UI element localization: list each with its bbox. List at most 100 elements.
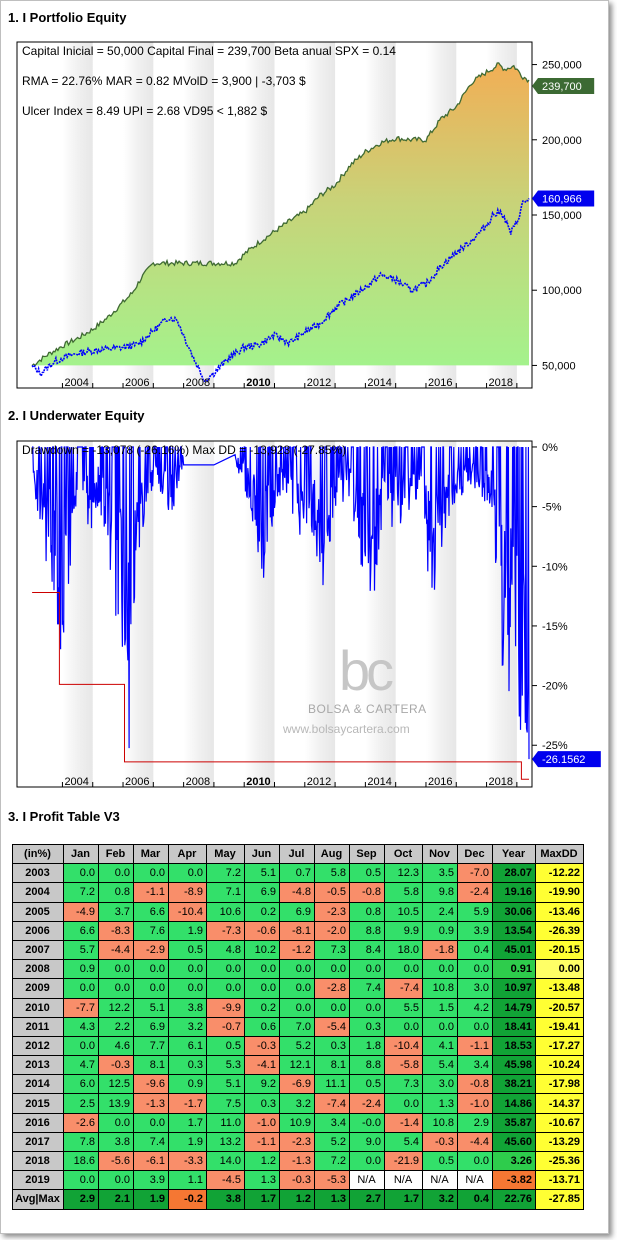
table-cell: 9.9 xyxy=(384,920,423,941)
table-cell: 7.8 xyxy=(63,1131,99,1153)
table-cell: 0.0 xyxy=(168,863,207,884)
table-cell: -20.15 xyxy=(535,939,584,961)
table-cell: -0.6 xyxy=(244,920,280,941)
column-header: Apr xyxy=(168,843,207,865)
benchmark-final-badge-shape xyxy=(532,190,595,207)
table-row: 2011 4.3 2.2 6.9 3.2 -0.7 0.6 7.0 -5.4 0.3 0.0 0.0 0… xyxy=(12,1016,584,1037)
table-cell: 10.2 xyxy=(244,939,280,961)
table-cell: -0.3 xyxy=(244,1035,280,1057)
table-cell: -12.22 xyxy=(535,863,584,884)
equity-final-badge-label: 239,700 xyxy=(542,81,582,93)
equity-line xyxy=(31,62,530,367)
table-cell: -1.8 xyxy=(422,939,458,961)
watermark-url: www.bolsaycartera.com xyxy=(282,722,410,736)
watermark-logo-b: b xyxy=(339,639,370,702)
year-band-2008 xyxy=(183,441,214,787)
table-cell: 0.0 xyxy=(133,959,169,980)
table-cell: 38.21 xyxy=(492,1074,536,1095)
table-cell: 5.9 xyxy=(457,901,493,922)
watermark-logo-c: c xyxy=(366,639,394,702)
table-cell: 4.8 xyxy=(206,939,245,961)
x-tick-label: 2010 xyxy=(246,776,270,788)
table-cell: 6.0 xyxy=(63,1074,99,1095)
table-cell: 4.1 xyxy=(422,1035,458,1057)
equity-final-badge-shape xyxy=(532,78,595,95)
column-header: Sep xyxy=(349,843,385,865)
table-cell: 3.2 xyxy=(168,1016,207,1037)
table-cell: 7.2 xyxy=(206,863,245,884)
table-cell: 0.0 xyxy=(384,1093,423,1114)
table-cell: 0.0 xyxy=(98,959,134,980)
column-header: Feb xyxy=(98,843,134,865)
table-cell: 0.9 xyxy=(168,1074,207,1095)
benchmark-final-badge: 160,966 xyxy=(532,190,595,207)
table-cell: -8.3 xyxy=(98,920,134,941)
row-year: 2012 xyxy=(12,1035,64,1057)
table-cell: 0.8 xyxy=(349,901,385,922)
table-cell: 6.1 xyxy=(168,1035,207,1057)
x-tick-label: 2004 xyxy=(64,377,88,389)
table-cell: 0.0 xyxy=(349,997,385,1018)
table-cell: 5.4 xyxy=(384,1131,423,1153)
table-cell: 0.3 xyxy=(168,1055,207,1076)
row-year: 2018 xyxy=(12,1150,64,1172)
table-cell: 28.07 xyxy=(492,863,536,884)
table-cell: 7.5 xyxy=(206,1093,245,1114)
table-cell: 0.7 xyxy=(279,863,315,884)
table-cell: -1.1 xyxy=(244,1131,280,1153)
y-tick-label: 50,000 xyxy=(542,360,576,372)
underwater-stats-line1: Drawdown = -13,078 (-26.16%) Max DD = -1… xyxy=(22,443,346,457)
table-cell: 0.5 xyxy=(349,863,385,884)
footer-cell: 1.9 xyxy=(133,1189,169,1210)
table-cell: 0.0 xyxy=(457,959,493,980)
table-cell: 3.4 xyxy=(457,1055,493,1076)
table-cell: -2.9 xyxy=(133,939,169,961)
x-tick-label: 2012 xyxy=(307,776,331,788)
table-cell: 8.4 xyxy=(349,939,385,961)
table-cell: 0.2 xyxy=(244,997,280,1018)
footer-cell: 1.3 xyxy=(314,1189,350,1210)
table-cell: -4.1 xyxy=(244,1055,280,1076)
table-cell: 0.0 xyxy=(98,863,134,884)
column-header: MaxDD xyxy=(535,843,584,865)
table-cell: 0.0 xyxy=(133,978,169,999)
table-cell: 2.4 xyxy=(422,901,458,922)
table-cell: -10.24 xyxy=(535,1055,584,1076)
table-cell: -7.3 xyxy=(206,920,245,941)
column-header: Dec xyxy=(457,843,493,865)
table-cell: 0.0 xyxy=(63,863,99,884)
table-cell: 0.3 xyxy=(314,1035,350,1057)
table-cell: -5.8 xyxy=(384,1055,423,1076)
table-row: 2010 -7.7 12.2 5.1 3.8 -9.9 0.2 0.0 0.0 0.0 5.5 1.5… xyxy=(12,997,584,1018)
table-cell: -2.4 xyxy=(349,1093,385,1114)
table-cell: 0.0 xyxy=(279,959,315,980)
x-tick-label: 2012 xyxy=(307,377,331,389)
table-cell: 5.7 xyxy=(63,939,99,961)
profit-table: (in%) Jan Feb Mar Apr May Jun Jul Aug Sep Oct Nov De… xyxy=(12,843,584,1210)
table-cell: N/A xyxy=(384,1170,423,1191)
table-cell: 1.8 xyxy=(349,1035,385,1057)
table-cell: -3.82 xyxy=(492,1170,536,1191)
table-cell: -17.98 xyxy=(535,1074,584,1095)
table-cell: 5.5 xyxy=(384,997,423,1018)
column-header: Year xyxy=(492,843,536,865)
table-cell: -2.3 xyxy=(314,901,350,922)
table-cell: 5.1 xyxy=(244,863,280,884)
table-cell: 0.6 xyxy=(244,1016,280,1037)
table-cell: 12.1 xyxy=(279,1055,315,1076)
row-year: 2005 xyxy=(12,901,64,922)
underwater-last-value-badge: -26.1562 xyxy=(532,751,601,768)
benchmark-final-badge-label: 160,966 xyxy=(542,194,582,206)
year-band-2004 xyxy=(62,42,93,388)
table-cell: 45.98 xyxy=(492,1055,536,1076)
equity-y-axis: 250,000 200,000 150,000 100,000 50,000 xyxy=(532,60,582,372)
table-cell: 0.0 xyxy=(349,959,385,980)
table-cell: 0.0 xyxy=(422,1016,458,1037)
table-cell: N/A xyxy=(422,1170,458,1191)
column-header: (in%) xyxy=(12,843,64,865)
table-cell: -26.39 xyxy=(535,920,584,941)
table-row: 2013 4.7 -0.3 8.1 0.3 5.3 -4.1 12.1 8.1 8.8 -5.8 5.… xyxy=(12,1055,584,1076)
y-tick-label: 150,000 xyxy=(542,210,582,222)
table-cell: 0.0 xyxy=(457,1016,493,1037)
table-cell: 9.0 xyxy=(349,1131,385,1153)
